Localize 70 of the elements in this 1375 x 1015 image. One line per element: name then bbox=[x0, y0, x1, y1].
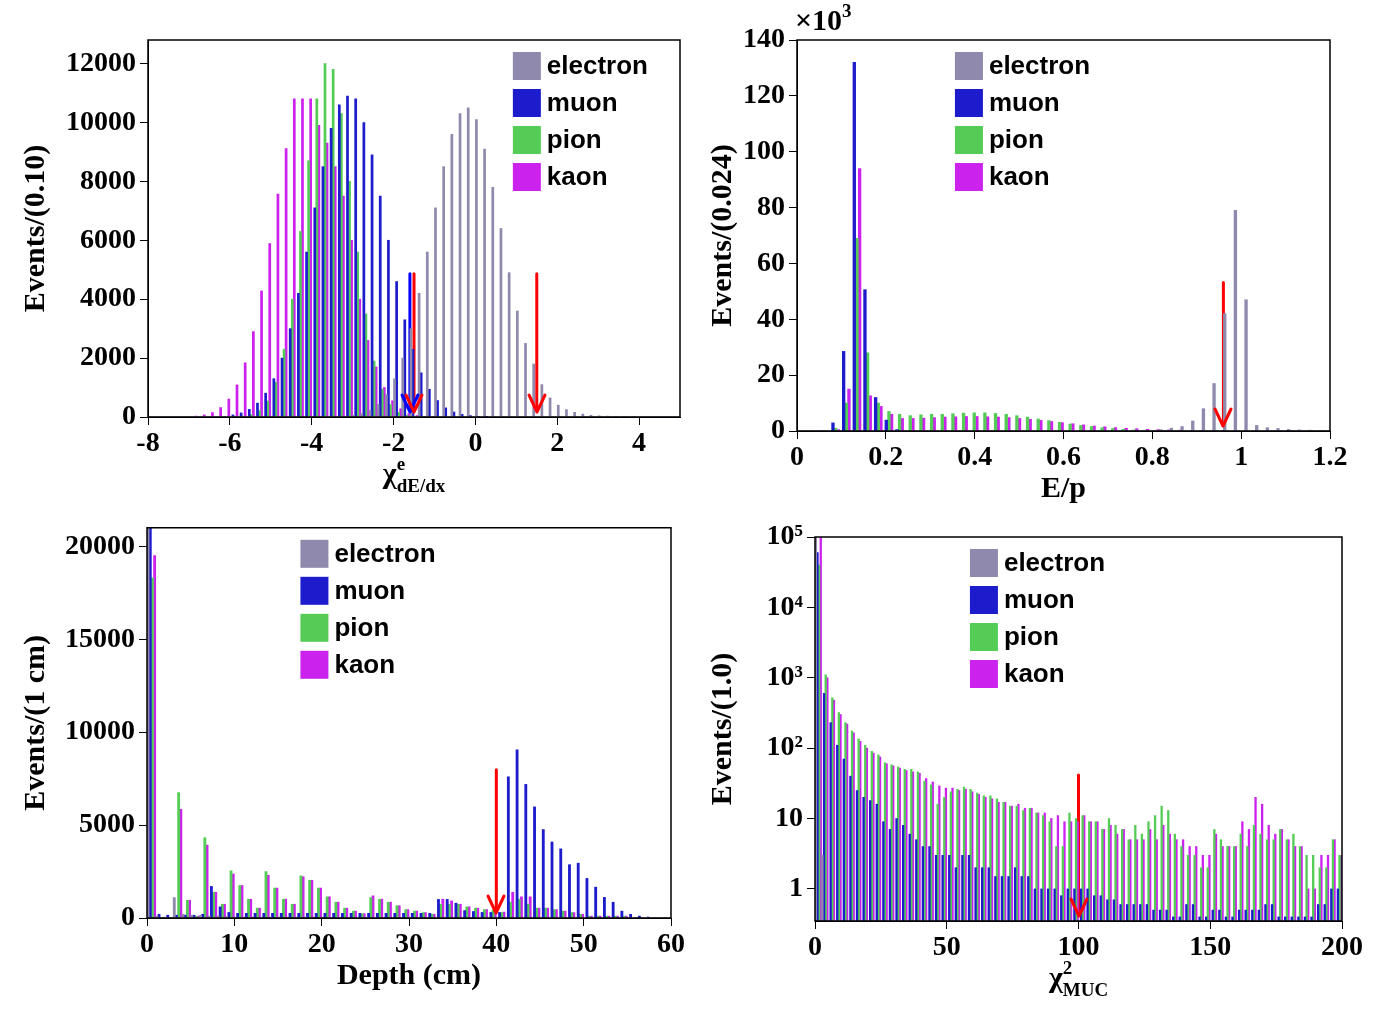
x-tick-label: 0.8 bbox=[1134, 440, 1170, 472]
x-tick-label: -6 bbox=[218, 426, 242, 458]
legend-label: pion bbox=[1003, 621, 1059, 652]
y-tick-label: 0 bbox=[122, 399, 136, 431]
y-tick-label: 40 bbox=[757, 301, 785, 333]
y-tick-label: 10² bbox=[766, 730, 803, 762]
legend-label: pion bbox=[988, 124, 1044, 155]
x-tick-label: 60 bbox=[657, 927, 685, 959]
x-tick-label: 1.2 bbox=[1312, 440, 1348, 472]
x-tick-label: 150 bbox=[1189, 930, 1232, 962]
x-tick-label: 50 bbox=[569, 927, 598, 959]
x-tick-label: 50 bbox=[932, 930, 961, 962]
x-tick-label: 0.6 bbox=[1046, 440, 1081, 472]
y-tick-label: 0 bbox=[121, 900, 135, 932]
legend-label: kaon bbox=[546, 161, 608, 192]
y-tick-label: 8000 bbox=[80, 163, 136, 195]
y-tick-label: 1 bbox=[789, 871, 803, 903]
x-tick-label: -4 bbox=[300, 426, 324, 458]
x-axis-title: Depth (cm) bbox=[336, 957, 482, 991]
y-tick-label: 60 bbox=[757, 245, 785, 277]
y-tick-label: 80 bbox=[757, 189, 785, 221]
y-tick-label: 4000 bbox=[80, 281, 136, 313]
y-tick-label: 10³ bbox=[766, 660, 803, 691]
x-tick-label: 2 bbox=[550, 426, 565, 458]
y-tick-label: 100 bbox=[743, 133, 785, 165]
y-tick-label: 10 bbox=[775, 800, 803, 832]
y-tick-label: 10⁴ bbox=[766, 589, 804, 621]
y-tick-label: 2000 bbox=[80, 340, 136, 372]
legend-label: muon bbox=[546, 87, 618, 118]
y-tick-label: 10⁵ bbox=[766, 519, 803, 551]
legend-label: kaon bbox=[988, 161, 1050, 192]
x-tick-label: 20 bbox=[307, 927, 336, 959]
x-tick-label: 100 bbox=[1057, 930, 1100, 962]
legend-label: electron bbox=[1003, 547, 1106, 578]
legend-label: electron bbox=[334, 537, 436, 568]
x-tick-label: 0.2 bbox=[868, 440, 904, 472]
x-tick-label: 10 bbox=[220, 927, 249, 959]
legend-label: electron bbox=[546, 50, 649, 81]
y-tick-label: 140 bbox=[743, 22, 785, 54]
y-tick-label: 5000 bbox=[79, 807, 135, 839]
legend-label: pion bbox=[334, 611, 390, 642]
y-tick-label: 12000 bbox=[66, 45, 136, 77]
x-tick-label: 0 bbox=[468, 426, 483, 458]
x-tick-label: 0.4 bbox=[957, 440, 993, 472]
x-tick-label: -8 bbox=[136, 426, 160, 458]
y-tick-label: 6000 bbox=[80, 222, 136, 254]
legend-label: kaon bbox=[334, 648, 396, 679]
x-tick-label: 1 bbox=[1234, 440, 1249, 472]
x-tick-label: 200 bbox=[1321, 930, 1363, 962]
y-tick-label: 10000 bbox=[65, 714, 135, 746]
y-axis-title: Events/(1 cm) bbox=[17, 635, 51, 811]
x-tick-label: 40 bbox=[482, 927, 511, 959]
y-tick-label: 20 bbox=[757, 357, 785, 389]
x-tick-label: -2 bbox=[381, 426, 406, 458]
legend-label: muon bbox=[334, 574, 406, 605]
y-tick-label: 15000 bbox=[65, 621, 135, 653]
legend-label: muon bbox=[1003, 584, 1075, 615]
legend-label: pion bbox=[546, 124, 602, 155]
y-tick-label: 20000 bbox=[65, 528, 135, 560]
y-tick-label: 120 bbox=[743, 78, 785, 110]
x-tick-label: 30 bbox=[395, 927, 423, 959]
x-axis-title: E/p bbox=[1040, 470, 1087, 503]
legend-label: muon bbox=[988, 87, 1060, 118]
y-axis-title: Events/(0.10) bbox=[17, 144, 51, 313]
y-tick-label: 10000 bbox=[66, 104, 136, 136]
y-axis-title: Events/(0.024) bbox=[704, 144, 738, 327]
legend-label: electron bbox=[988, 50, 1091, 81]
legend-label: kaon bbox=[1003, 658, 1065, 689]
y-axis-title: Events/(1.0) bbox=[704, 652, 738, 806]
x-tick-label: 4 bbox=[632, 426, 647, 458]
